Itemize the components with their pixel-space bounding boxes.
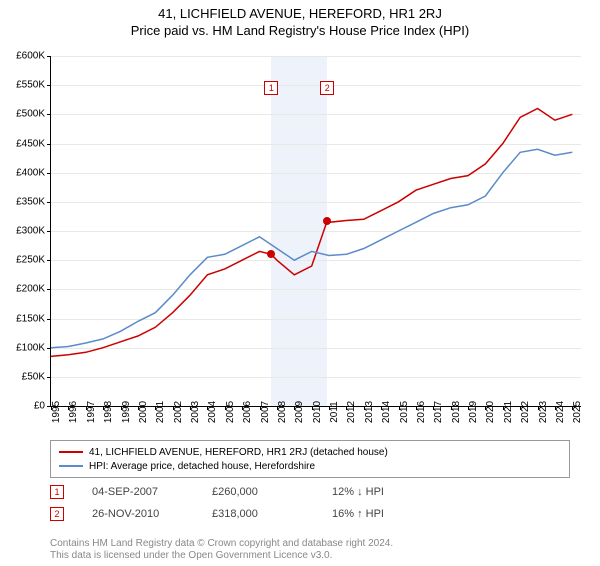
- sale-marker-dot: [323, 217, 331, 225]
- y-tick: [47, 231, 51, 232]
- y-axis-label: £150K: [16, 313, 45, 324]
- y-axis-label: £0: [34, 401, 45, 412]
- y-axis-label: £600K: [16, 51, 45, 62]
- y-axis-label: £550K: [16, 80, 45, 91]
- y-axis-label: £500K: [16, 109, 45, 120]
- attribution-line-2: This data is licensed under the Open Gov…: [50, 550, 393, 562]
- sales-row: 1 04-SEP-2007£260,00012% ↓ HPI: [50, 481, 452, 503]
- y-axis-label: £450K: [16, 138, 45, 149]
- sales-row-marker: 2: [50, 507, 64, 521]
- x-axis-label: 2014: [381, 401, 392, 423]
- x-axis-label: 2017: [433, 401, 444, 423]
- y-axis-label: £100K: [16, 342, 45, 353]
- legend-label: HPI: Average price, detached house, Here…: [89, 461, 315, 472]
- x-axis-label: 2016: [416, 401, 427, 423]
- x-axis-label: 2006: [242, 401, 253, 423]
- sales-cell: 12% ↓ HPI: [332, 486, 452, 498]
- legend-item: HPI: Average price, detached house, Here…: [59, 459, 561, 473]
- x-axis-label: 1999: [121, 401, 132, 423]
- x-axis-label: 2013: [364, 401, 375, 423]
- y-tick: [47, 260, 51, 261]
- x-axis-label: 2021: [503, 401, 514, 423]
- y-axis-label: £300K: [16, 226, 45, 237]
- sales-row-marker: 1: [50, 485, 64, 499]
- x-axis-label: 2004: [207, 401, 218, 423]
- y-tick: [47, 202, 51, 203]
- sales-cell: 26-NOV-2010: [92, 508, 212, 520]
- plot-region: £0£50K£100K£150K£200K£250K£300K£350K£400…: [50, 56, 581, 407]
- attribution: Contains HM Land Registry data © Crown c…: [50, 538, 393, 562]
- x-axis-label: 2010: [312, 401, 323, 423]
- y-axis-label: £50K: [22, 371, 45, 382]
- x-axis-label: 2020: [485, 401, 496, 423]
- x-axis-label: 2023: [538, 401, 549, 423]
- sale-marker-dot: [267, 250, 275, 258]
- y-axis-label: £350K: [16, 196, 45, 207]
- y-axis-label: £400K: [16, 167, 45, 178]
- x-axis-label: 2025: [572, 401, 583, 423]
- y-tick: [47, 114, 51, 115]
- x-axis-label: 1998: [103, 401, 114, 423]
- chart-container: 41, LICHFIELD AVENUE, HEREFORD, HR1 2RJ …: [0, 6, 600, 566]
- x-axis-label: 2012: [346, 401, 357, 423]
- sales-table: 1 04-SEP-2007£260,00012% ↓ HPI 2 26-NOV-201…: [50, 481, 452, 525]
- y-axis-label: £250K: [16, 255, 45, 266]
- x-axis-label: 2002: [173, 401, 184, 423]
- x-axis-label: 2018: [451, 401, 462, 423]
- x-axis-label: 2007: [260, 401, 271, 423]
- legend-swatch: [59, 465, 83, 467]
- x-axis-label: 2003: [190, 401, 201, 423]
- series-line: [51, 149, 572, 347]
- legend: 41, LICHFIELD AVENUE, HEREFORD, HR1 2RJ …: [50, 440, 570, 478]
- x-axis-label: 2019: [468, 401, 479, 423]
- y-tick: [47, 377, 51, 378]
- line-svg: [51, 56, 581, 406]
- x-axis-label: 1996: [68, 401, 79, 423]
- sale-marker-box: 2: [320, 81, 334, 95]
- y-tick: [47, 56, 51, 57]
- x-axis-label: 2024: [555, 401, 566, 423]
- chart-title: 41, LICHFIELD AVENUE, HEREFORD, HR1 2RJ: [0, 6, 600, 21]
- y-tick: [47, 144, 51, 145]
- y-tick: [47, 289, 51, 290]
- chart-subtitle: Price paid vs. HM Land Registry's House …: [0, 23, 600, 38]
- y-tick: [47, 348, 51, 349]
- legend-item: 41, LICHFIELD AVENUE, HEREFORD, HR1 2RJ …: [59, 445, 561, 459]
- y-axis-label: £200K: [16, 284, 45, 295]
- x-axis-label: 2011: [329, 401, 340, 423]
- x-axis-label: 2008: [277, 401, 288, 423]
- legend-label: 41, LICHFIELD AVENUE, HEREFORD, HR1 2RJ …: [89, 447, 388, 458]
- attribution-line-1: Contains HM Land Registry data © Crown c…: [50, 538, 393, 550]
- sales-cell: £318,000: [212, 508, 332, 520]
- chart-area: £0£50K£100K£150K£200K£250K£300K£350K£400…: [50, 56, 580, 406]
- sales-row: 2 26-NOV-2010£318,00016% ↑ HPI: [50, 503, 452, 525]
- x-axis-label: 2022: [520, 401, 531, 423]
- x-axis-label: 2001: [155, 401, 166, 423]
- x-axis-label: 2009: [294, 401, 305, 423]
- x-axis-label: 2005: [225, 401, 236, 423]
- y-tick: [47, 319, 51, 320]
- y-tick: [47, 85, 51, 86]
- sale-marker-box: 1: [264, 81, 278, 95]
- x-axis-label: 1997: [86, 401, 97, 423]
- x-axis-label: 2015: [399, 401, 410, 423]
- x-axis-label: 2000: [138, 401, 149, 423]
- series-line: [51, 109, 572, 357]
- y-tick: [47, 173, 51, 174]
- sales-cell: £260,000: [212, 486, 332, 498]
- x-axis-label: 1995: [51, 401, 62, 423]
- sales-cell: 04-SEP-2007: [92, 486, 212, 498]
- legend-swatch: [59, 451, 83, 453]
- sales-cell: 16% ↑ HPI: [332, 508, 452, 520]
